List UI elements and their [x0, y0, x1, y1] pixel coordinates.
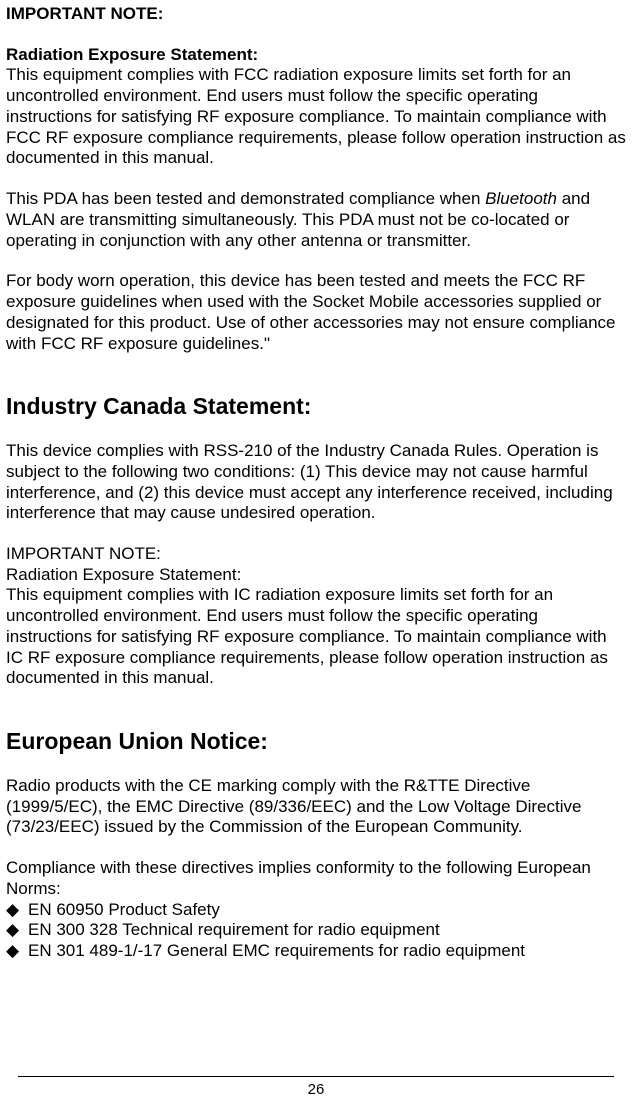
fcc-p2-text-a: This PDA has been tested and demonstrate… — [6, 189, 485, 208]
eu-paragraph-1: Radio products with the CE marking compl… — [6, 776, 626, 838]
fcc-paragraph-3: For body worn operation, this device has… — [6, 271, 626, 354]
page-number: 26 — [18, 1077, 614, 1106]
diamond-bullet-icon: ◆ — [6, 941, 28, 962]
fcc-paragraph-2: This PDA has been tested and demonstrate… — [6, 189, 626, 251]
ic-radiation-heading: Radiation Exposure Statement: — [6, 565, 626, 586]
eu-paragraph-2: Compliance with these directives implies… — [6, 858, 626, 899]
ic-important-note: IMPORTANT NOTE: — [6, 544, 626, 565]
document-page: IMPORTANT NOTE: Radiation Exposure State… — [0, 0, 632, 1112]
ic-paragraph-1: This device complies with RSS-210 of the… — [6, 441, 626, 524]
bluetooth-italic: Bluetooth — [485, 189, 557, 208]
bullet-item: ◆EN 60950 Product Safety — [6, 900, 626, 921]
ic-paragraph-2: This equipment complies with IC radiatio… — [6, 585, 626, 689]
bullet-text: EN 301 489-1/-17 General EMC requirement… — [28, 941, 525, 960]
page-footer: 26 — [18, 1076, 614, 1106]
bullet-text: EN 60950 Product Safety — [28, 900, 220, 919]
european-union-heading: European Union Notice: — [6, 727, 626, 756]
diamond-bullet-icon: ◆ — [6, 920, 28, 941]
radiation-exposure-heading: Radiation Exposure Statement: — [6, 45, 626, 66]
diamond-bullet-icon: ◆ — [6, 900, 28, 921]
industry-canada-heading: Industry Canada Statement: — [6, 392, 626, 421]
bullet-text: EN 300 328 Technical requirement for rad… — [28, 920, 440, 939]
important-note-label: IMPORTANT NOTE: — [6, 4, 626, 25]
fcc-paragraph-1: This equipment complies with FCC radiati… — [6, 65, 626, 169]
bullet-item: ◆EN 301 489-1/-17 General EMC requiremen… — [6, 941, 626, 962]
bullet-item: ◆EN 300 328 Technical requirement for ra… — [6, 920, 626, 941]
